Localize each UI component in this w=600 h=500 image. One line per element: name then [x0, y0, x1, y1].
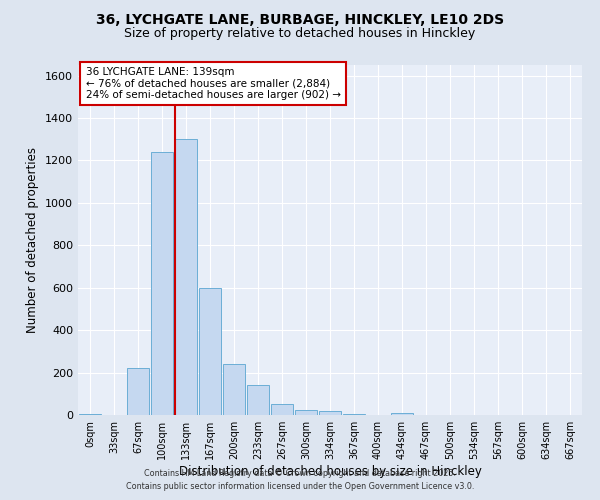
Bar [127, 368, 149, 415]
Bar [391, 413, 413, 415]
Bar [343, 414, 365, 415]
Text: Contains public sector information licensed under the Open Government Licence v3: Contains public sector information licen… [126, 482, 474, 491]
Bar [199, 288, 221, 415]
Text: 36, LYCHGATE LANE, BURBAGE, HINCKLEY, LE10 2DS: 36, LYCHGATE LANE, BURBAGE, HINCKLEY, LE… [96, 12, 504, 26]
Bar [79, 414, 101, 415]
Bar [151, 152, 173, 415]
Bar [295, 410, 317, 415]
Bar [175, 139, 197, 415]
Y-axis label: Number of detached properties: Number of detached properties [26, 147, 40, 333]
Text: Contains HM Land Registry data © Crown copyright and database right 2025.: Contains HM Land Registry data © Crown c… [144, 468, 456, 477]
Bar [223, 364, 245, 415]
Text: 36 LYCHGATE LANE: 139sqm
← 76% of detached houses are smaller (2,884)
24% of sem: 36 LYCHGATE LANE: 139sqm ← 76% of detach… [86, 66, 341, 100]
Bar [271, 404, 293, 415]
Bar [247, 386, 269, 415]
X-axis label: Distribution of detached houses by size in Hinckley: Distribution of detached houses by size … [179, 465, 481, 478]
Text: Size of property relative to detached houses in Hinckley: Size of property relative to detached ho… [124, 28, 476, 40]
Bar [319, 411, 341, 415]
